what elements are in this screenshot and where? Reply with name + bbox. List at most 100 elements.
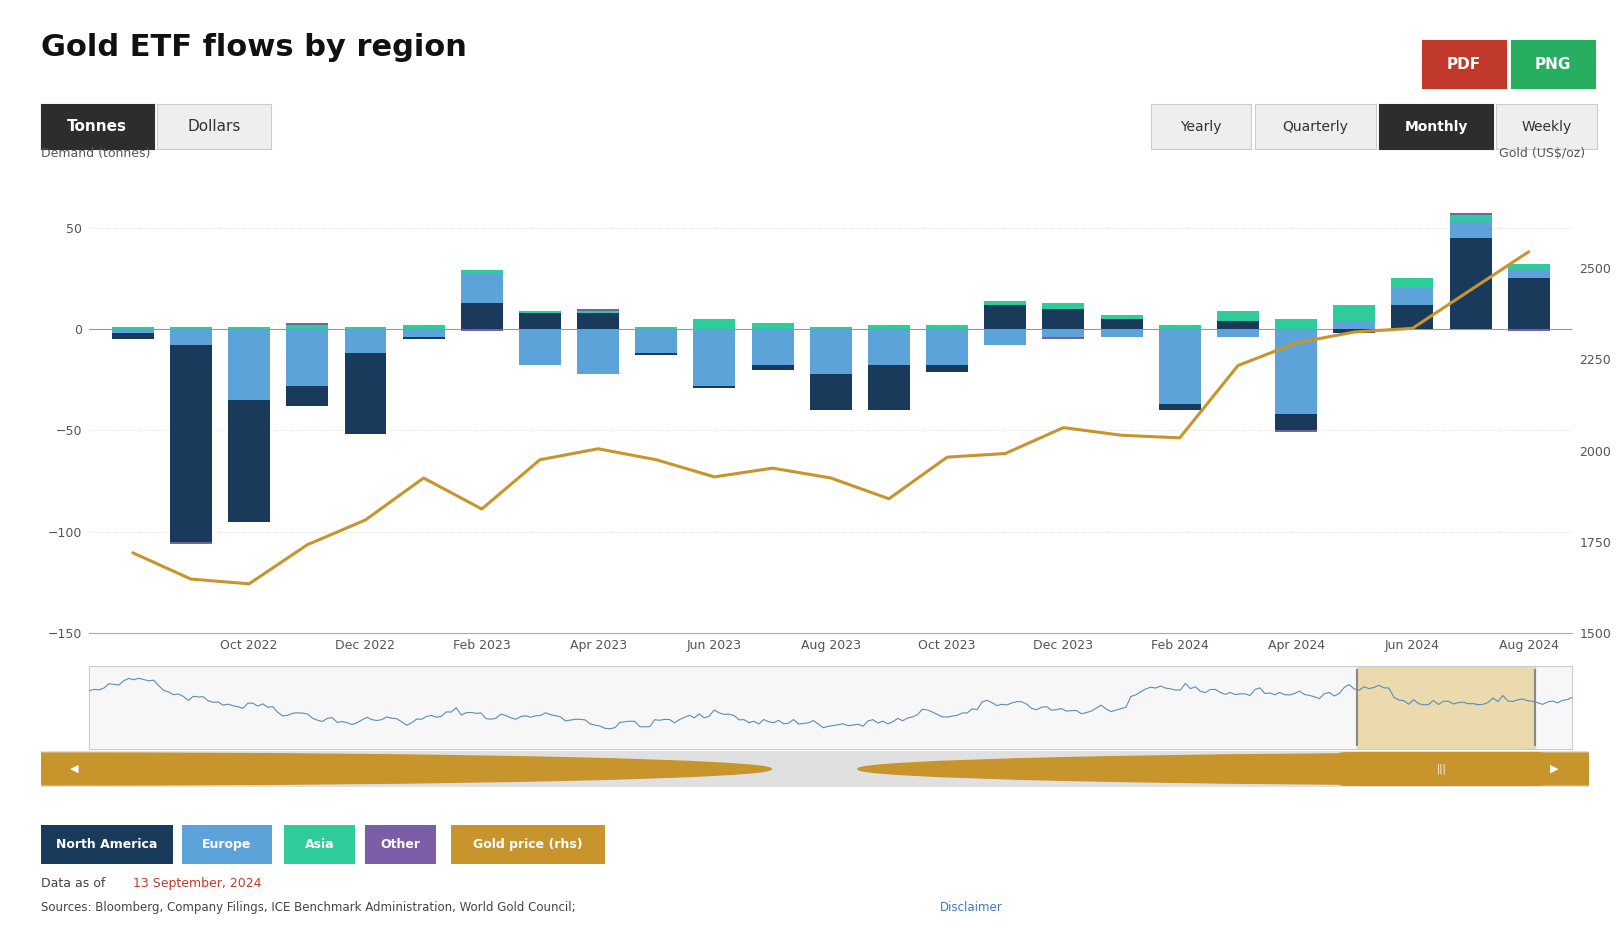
Text: Weekly: Weekly — [1522, 119, 1571, 134]
Bar — [170, 345, 212, 542]
Text: ◀: ◀ — [70, 764, 79, 774]
Bar — [519, 311, 561, 313]
Bar — [345, 329, 386, 353]
Bar — [402, 329, 444, 337]
Bar — [1159, 404, 1201, 410]
Bar — [926, 366, 968, 371]
Bar — [1276, 318, 1316, 329]
Bar — [1391, 304, 1433, 329]
Bar — [1101, 329, 1143, 337]
Bar — [112, 333, 154, 339]
Bar — [635, 353, 678, 356]
Bar — [460, 303, 503, 329]
Text: PDF: PDF — [1446, 57, 1482, 72]
Bar — [752, 366, 794, 370]
Bar — [810, 329, 851, 373]
Bar — [577, 309, 619, 311]
Text: |||: ||| — [1436, 763, 1446, 775]
Text: ▶: ▶ — [1550, 764, 1559, 774]
Circle shape — [0, 753, 772, 785]
Bar — [519, 329, 561, 366]
Bar — [1334, 329, 1375, 333]
Bar — [229, 400, 271, 521]
Bar — [229, 327, 271, 329]
Text: Sources: Bloomberg, Company Filings, ICE Benchmark Administration, World Gold Co: Sources: Bloomberg, Company Filings, ICE… — [41, 901, 579, 914]
Bar — [810, 373, 851, 410]
Bar — [1508, 329, 1550, 331]
Bar — [170, 329, 212, 345]
Bar — [577, 311, 619, 313]
Bar — [752, 323, 794, 329]
Text: Monthly: Monthly — [1404, 119, 1469, 134]
Bar — [1042, 329, 1084, 337]
Text: Europe: Europe — [203, 838, 251, 851]
Bar — [1508, 264, 1550, 270]
Bar — [1334, 321, 1375, 329]
Text: Tonnes: Tonnes — [66, 119, 128, 134]
Bar — [867, 366, 909, 410]
Text: Disclaimer: Disclaimer — [940, 901, 1003, 914]
Text: Gold price (rhs): Gold price (rhs) — [473, 838, 582, 851]
Bar — [577, 329, 619, 373]
Bar — [345, 327, 386, 329]
Bar — [577, 313, 619, 329]
Text: 13 September, 2024: 13 September, 2024 — [133, 877, 261, 890]
Text: Gold (US$/oz): Gold (US$/oz) — [1499, 147, 1585, 160]
Bar — [287, 385, 327, 406]
Text: Data as of: Data as of — [41, 877, 109, 890]
Bar — [112, 327, 154, 329]
Bar — [1391, 289, 1433, 304]
Bar — [1217, 329, 1260, 337]
Bar — [1101, 318, 1143, 329]
Bar — [460, 329, 503, 331]
Bar — [1159, 329, 1201, 404]
Bar — [170, 542, 212, 544]
Text: Yearly: Yearly — [1180, 119, 1222, 134]
FancyBboxPatch shape — [1341, 753, 1542, 785]
Bar — [1391, 278, 1433, 289]
Bar — [926, 329, 968, 366]
Bar — [694, 329, 736, 385]
Bar — [867, 329, 909, 366]
Bar — [1101, 315, 1143, 318]
Bar — [1276, 430, 1316, 432]
Bar — [752, 329, 794, 366]
Bar — [229, 329, 271, 400]
Bar — [112, 329, 154, 333]
Bar — [1508, 270, 1550, 278]
Bar — [402, 325, 444, 329]
Text: Demand (tonnes): Demand (tonnes) — [41, 147, 149, 160]
Bar — [1217, 311, 1260, 321]
Text: PNG: PNG — [1535, 57, 1571, 72]
Bar — [810, 327, 851, 329]
Bar — [984, 304, 1026, 329]
Bar — [1042, 337, 1084, 339]
Bar — [926, 325, 968, 329]
Bar — [1449, 222, 1491, 237]
Text: Gold ETF flows by region: Gold ETF flows by region — [41, 33, 467, 61]
Text: Asia: Asia — [305, 838, 334, 851]
Bar — [984, 301, 1026, 304]
Bar — [694, 318, 736, 329]
Circle shape — [858, 753, 1621, 785]
Bar — [1276, 414, 1316, 430]
Bar — [1449, 237, 1491, 329]
Bar — [635, 329, 678, 353]
Text: Quarterly: Quarterly — [1282, 119, 1349, 134]
Text: Dollars: Dollars — [188, 119, 240, 134]
Bar — [1217, 321, 1260, 329]
Text: North America: North America — [57, 838, 157, 851]
Bar — [402, 337, 444, 339]
Bar — [1449, 215, 1491, 222]
Bar — [287, 323, 327, 325]
Bar — [170, 327, 212, 329]
Text: Other: Other — [381, 838, 420, 851]
Bar — [1334, 304, 1375, 321]
Bar — [1449, 213, 1491, 215]
Bar — [345, 353, 386, 435]
Bar — [1042, 309, 1084, 329]
Bar — [287, 325, 327, 329]
Bar — [287, 329, 327, 385]
Bar — [984, 329, 1026, 345]
Bar — [1276, 329, 1316, 414]
